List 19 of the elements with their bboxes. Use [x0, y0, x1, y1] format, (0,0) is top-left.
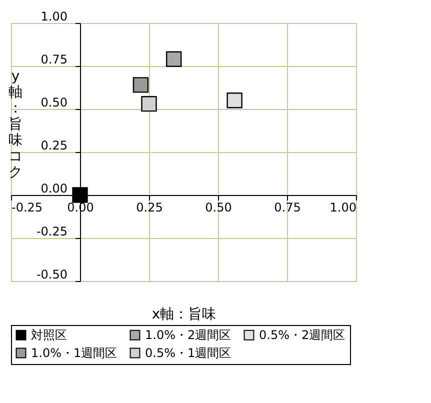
y-tick-label: 0.00: [40, 182, 68, 196]
y-axis-title: y軸：旨味コク: [8, 68, 22, 180]
x-tick-label: 1.00: [330, 200, 356, 214]
legend-label: 1.0%・2週間区: [145, 328, 232, 342]
y-tick-label: -0.50: [36, 268, 68, 282]
legend-label: 0.5%・2週間区: [259, 328, 346, 342]
y-tick-label: 0.75: [40, 52, 68, 66]
y-tick-label: 0.50: [40, 96, 68, 110]
legend-label: 1.0%・1週間区: [31, 346, 118, 360]
x-tick-label: 0.75: [274, 200, 301, 214]
x-tick-label: -0.25: [12, 200, 43, 214]
y-tick-label: -0.25: [36, 224, 68, 238]
x-tick-label: 0.25: [136, 200, 163, 214]
legend-label: 対照区: [31, 328, 67, 342]
legend-label: 0.5%・1週間区: [145, 346, 232, 360]
x-axis-title: x軸：旨味: [152, 306, 216, 322]
y-tick-label: 0.25: [40, 138, 68, 152]
y-tick-label: 1.00: [40, 10, 68, 24]
x-tick-label: 0.50: [205, 200, 232, 214]
